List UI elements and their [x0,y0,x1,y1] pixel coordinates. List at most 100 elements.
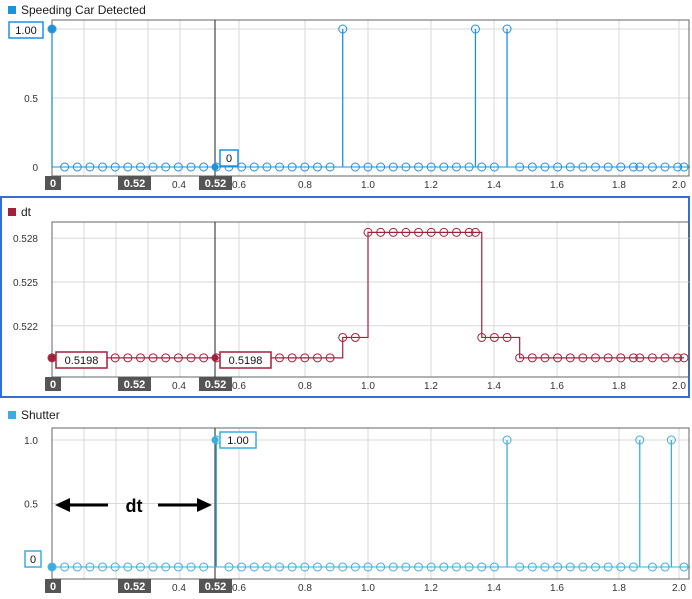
x-tick-label: 1.4 [487,583,501,594]
cursor-label: 0 [50,581,56,593]
panel-title-label: Speeding Car Detected [21,3,146,17]
x-tick-label: 1.6 [550,583,564,594]
panel-title-label: dt [21,205,32,219]
data-marker [161,353,171,363]
value-label-box [219,431,257,449]
data-marker [135,353,145,363]
x-tick-label: 0.4 [172,583,186,594]
x-tick-label: 1.6 [550,180,564,191]
x-tick-label: 0.8 [298,381,312,392]
y-tick-label: 0.525 [13,278,38,289]
data-marker [489,332,499,342]
plot-area-2: 1.0 0.5 0.6 0.8 1.0 1.2 1.4 1.6 1.8 2.0 0 0.52 0.4 0.… [24,427,690,594]
data-marker [635,353,645,363]
x-tick-label: 1.0 [361,583,375,594]
data-marker [338,332,348,342]
data-marker [439,227,449,237]
data-marker [350,332,360,342]
x-tick-label: 0.4 [172,381,186,392]
data-marker [275,353,285,363]
data-marker [591,353,601,363]
data-marker [148,353,158,363]
data-marker [414,227,424,237]
plot-area-0: 0.5 0 0.6 0.8 1.0 1.2 1.4 1.6 1.8 2.0 0 0.52 0.4 0.52… [8,19,690,191]
y-tick-label: 0.5 [24,94,38,105]
cursor-label-box [118,377,151,391]
y-tick-label: 0.5 [24,500,38,511]
value-label: 0.5198 [65,355,99,367]
arrow-left-icon [55,498,70,512]
x-tick-label: 1.2 [424,180,438,191]
y-tick-label: 0 [32,163,38,174]
data-marker [660,353,670,363]
cursor-label: 0.52 [124,178,145,190]
data-marker [173,353,183,363]
x-tick-label: 1.2 [424,381,438,392]
data-marker [451,227,461,237]
cursor-point [48,354,56,362]
value-label: 0 [30,554,36,566]
cursor-label-box [118,176,151,190]
x-tick-label: 1.4 [487,180,501,191]
cursor-label-box [199,579,232,593]
data-marker [565,353,575,363]
panel-title-speeding: Speeding Car Detected [8,2,146,18]
x-tick-label: 1.4 [487,381,501,392]
cursor-label: 0.52 [205,581,226,593]
cursor-point [211,163,219,171]
cursor-point [211,436,219,444]
data-marker [635,435,645,445]
cursor-label-box [199,377,232,391]
data-marker [312,353,322,363]
x-tick-label: 1.0 [361,381,375,392]
data-marker [199,353,209,363]
value-label: 0.5198 [229,355,263,367]
data-marker [300,353,310,363]
data-marker [325,353,335,363]
y-tick-label: 0.522 [13,322,38,333]
data-marker [502,24,512,34]
x-tick-label: 1.0 [361,180,375,191]
value-label-box [55,351,108,369]
y-tick-label: 0.528 [13,234,38,245]
data-marker [666,435,676,445]
axes-box [51,427,690,580]
cursor-label-box [45,377,61,391]
data-marker [477,332,487,342]
data-marker [186,353,196,363]
data-marker [616,353,626,363]
value-label-box [219,149,239,167]
value-label: 1.00 [227,435,248,447]
cursor-label: 0.52 [205,379,226,391]
arrow-right-icon [197,498,212,512]
data-marker [578,353,588,363]
value-label-box [24,550,42,568]
data-marker [673,353,683,363]
cursor-label: 0 [50,178,56,190]
data-marker [401,227,411,237]
x-tick-label: 0.6 [232,180,246,191]
x-tick-label: 2.0 [672,381,686,392]
cursor-label: 0.52 [205,178,226,190]
dt-annotation-label: dt [126,496,143,516]
data-marker [123,353,133,363]
cursor-label-box [45,579,61,593]
cursor-label-box [45,176,61,190]
data-marker [540,353,550,363]
data-marker [376,227,386,237]
value-label: 1.00 [15,25,36,37]
x-tick-label: 0.8 [298,583,312,594]
data-marker [464,227,474,237]
data-marker [363,227,373,237]
x-tick-label: 1.8 [612,180,626,191]
cursor-point [48,563,56,571]
value-label-box [8,21,44,39]
panel-title-shutter: Shutter [8,407,60,423]
legend-swatch-icon [8,208,16,216]
x-tick-label: 1.8 [612,583,626,594]
data-marker [426,227,436,237]
data-marker [647,353,657,363]
data-marker [47,24,57,34]
data-marker [502,435,512,445]
